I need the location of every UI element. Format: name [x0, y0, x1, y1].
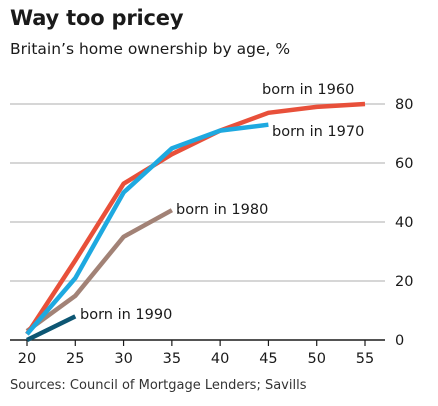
y-axis-ticks: 0 20 40 60 80 [395, 97, 413, 349]
y-tick-label: 20 [395, 274, 413, 290]
series-label-born-in-1970: born in 1970 [272, 124, 364, 140]
series-label-born-in-1990: born in 1990 [80, 307, 172, 323]
x-tick-label: 35 [163, 351, 181, 367]
x-tick-label: 20 [18, 351, 36, 367]
x-tick-label: 50 [307, 351, 325, 367]
chart-subtitle: Britain’s home ownership by age, % [10, 40, 291, 58]
x-axis-ticks: 20 25 30 35 40 45 50 55 [18, 340, 374, 367]
series-labels: born in 1960 born in 1970 born in 1980 born… [80, 82, 364, 323]
y-tick-label: 60 [395, 156, 413, 172]
x-tick-label: 45 [259, 351, 277, 367]
series-label-born-in-1960: born in 1960 [262, 82, 354, 98]
series-lines [25, 101, 366, 343]
x-tick-label: 55 [356, 351, 374, 367]
x-tick-label: 25 [66, 351, 84, 367]
x-tick-label: 40 [211, 351, 229, 367]
series-line-born-in-1980 [25, 208, 173, 333]
series-label-born-in-1980: born in 1980 [176, 202, 268, 218]
y-tick-label: 40 [395, 215, 413, 231]
x-tick-label: 30 [114, 351, 132, 367]
series-line-born-in-1960 [25, 101, 366, 336]
y-tick-label: 80 [395, 97, 413, 113]
source-note: Sources: Council of Mortgage Lenders; Sa… [10, 378, 307, 393]
y-tick-label: 0 [395, 333, 404, 349]
chart-title: Way too pricey [10, 6, 184, 30]
series-line-born-in-1990 [26, 314, 77, 343]
series-line-born-in-1970 [25, 122, 269, 336]
